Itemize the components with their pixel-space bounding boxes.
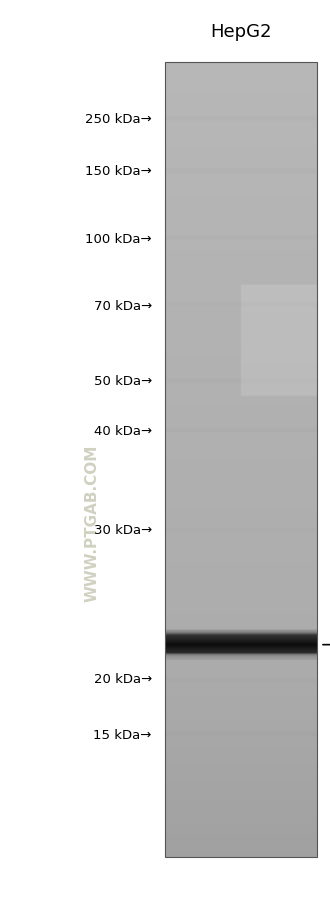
Text: WWW.PTGAB.COM: WWW.PTGAB.COM <box>85 445 100 602</box>
Text: 20 kDa→: 20 kDa→ <box>93 673 152 686</box>
Text: HepG2: HepG2 <box>210 23 272 41</box>
Text: 40 kDa→: 40 kDa→ <box>94 425 152 437</box>
Text: 100 kDa→: 100 kDa→ <box>85 233 152 245</box>
Text: 250 kDa→: 250 kDa→ <box>85 113 152 125</box>
Text: 70 kDa→: 70 kDa→ <box>93 299 152 312</box>
Text: 30 kDa→: 30 kDa→ <box>93 524 152 537</box>
Text: 150 kDa→: 150 kDa→ <box>85 165 152 178</box>
Text: 50 kDa→: 50 kDa→ <box>93 375 152 388</box>
Text: 15 kDa→: 15 kDa→ <box>93 728 152 741</box>
Bar <box>165 63 317 857</box>
